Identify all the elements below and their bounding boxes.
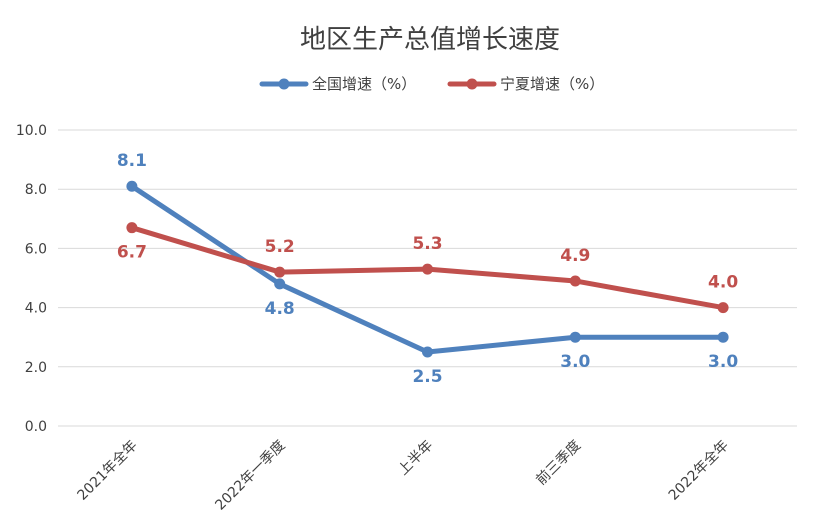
y-tick-label: 0.0 <box>25 419 47 435</box>
data-point <box>274 278 286 290</box>
data-label: 5.2 <box>265 237 295 257</box>
x-tick-label: 2022年全年 <box>665 437 732 504</box>
legend: 全国增速（%） 宁夏增速（%） <box>259 75 604 93</box>
data-point <box>422 263 433 275</box>
data-point <box>569 331 581 343</box>
y-tick-label: 10.0 <box>16 123 47 139</box>
gridlines <box>58 129 797 427</box>
data-label: 3.0 <box>560 352 590 372</box>
x-axis: 2021年全年 2022年一季度 上半年 前三季度 2022年全年 <box>74 437 732 514</box>
data-label: 5.3 <box>412 234 442 254</box>
legend-label: 宁夏增速（%） <box>500 75 604 93</box>
x-tick-label: 2021年全年 <box>74 437 141 504</box>
x-tick-label: 前三季度 <box>533 437 585 489</box>
chart-title: 地区生产总值增长速度 <box>300 25 560 55</box>
data-label: 3.0 <box>708 352 738 372</box>
legend-swatch-marker <box>278 78 290 90</box>
data-point <box>126 222 138 234</box>
data-point <box>274 266 286 278</box>
data-labels: 8.1 4.8 2.5 3.0 3.0 6.7 5.2 5.3 4.9 4.0 <box>117 151 738 387</box>
data-label: 4.9 <box>560 246 590 266</box>
legend-swatch-marker <box>466 78 478 90</box>
y-tick-label: 4.0 <box>25 301 47 317</box>
y-tick-label: 6.0 <box>25 241 47 257</box>
legend-label: 全国增速（%） <box>312 75 416 93</box>
data-point <box>717 302 729 314</box>
series-group <box>126 180 729 358</box>
x-tick-label: 上半年 <box>395 438 436 479</box>
data-point <box>569 275 581 287</box>
data-label: 4.0 <box>708 273 738 293</box>
y-tick-label: 2.0 <box>25 360 47 376</box>
y-tick-label: 8.0 <box>25 182 47 198</box>
data-label: 8.1 <box>117 151 147 171</box>
data-point <box>422 346 433 358</box>
data-label: 6.7 <box>117 243 147 263</box>
x-tick-label: 2022年一季度 <box>212 438 288 514</box>
data-point <box>717 331 729 343</box>
data-point <box>126 180 138 192</box>
data-label: 2.5 <box>412 367 442 387</box>
y-axis: 0.0 2.0 4.0 6.0 8.0 10.0 <box>16 123 47 435</box>
data-label: 4.8 <box>265 299 295 319</box>
